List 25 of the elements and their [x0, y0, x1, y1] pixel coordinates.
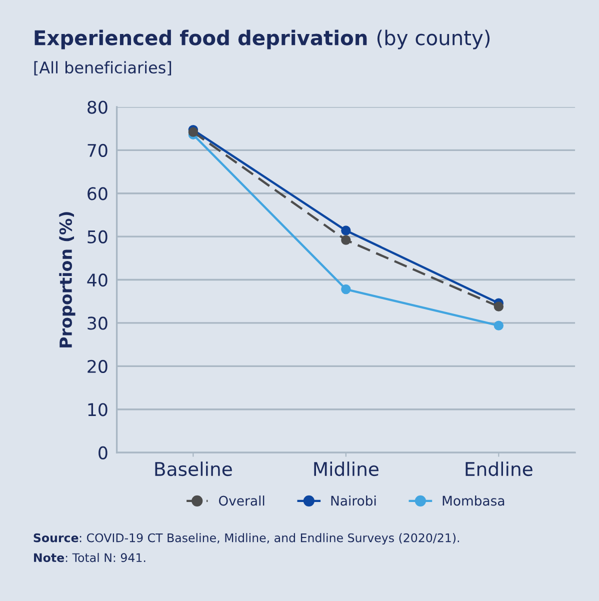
y-tick-label: 10	[88, 403, 108, 416]
y-tick-label: 40	[87, 273, 108, 287]
y-tick-label: 50	[88, 230, 108, 244]
y-tick-label: 30	[88, 316, 108, 330]
point	[341, 235, 351, 245]
point	[494, 302, 504, 312]
chart-title: Experienced food deprivation (by county)	[34, 30, 490, 50]
source-note: Source: COVID-19 CT Baseline, Midline, and Endline Surveys (2020/21).	[34, 533, 460, 545]
text: Note: Total N: 941.	[34, 552, 146, 562]
chart-subtitle: [All beneficiaries]	[34, 61, 172, 76]
x-tick-label: Baseline	[155, 462, 232, 476]
legend-label: Nairobi	[331, 496, 376, 506]
y-axis-title: Proportion (%)	[59, 212, 76, 348]
legend-label: Mombasa	[442, 496, 504, 506]
y-tick-label: 60	[88, 187, 108, 200]
y-tick-label: 0	[98, 446, 108, 460]
legend-label: Overall	[218, 496, 264, 506]
point	[341, 284, 351, 294]
y-tick-label: 80	[88, 100, 108, 114]
x-tick-label: Endline	[466, 462, 532, 476]
x-tick-label: Midline	[314, 462, 378, 476]
point	[494, 320, 504, 330]
y-tick-label: 20	[88, 360, 108, 373]
point	[341, 226, 351, 236]
y-tick-label: 70	[88, 144, 108, 158]
